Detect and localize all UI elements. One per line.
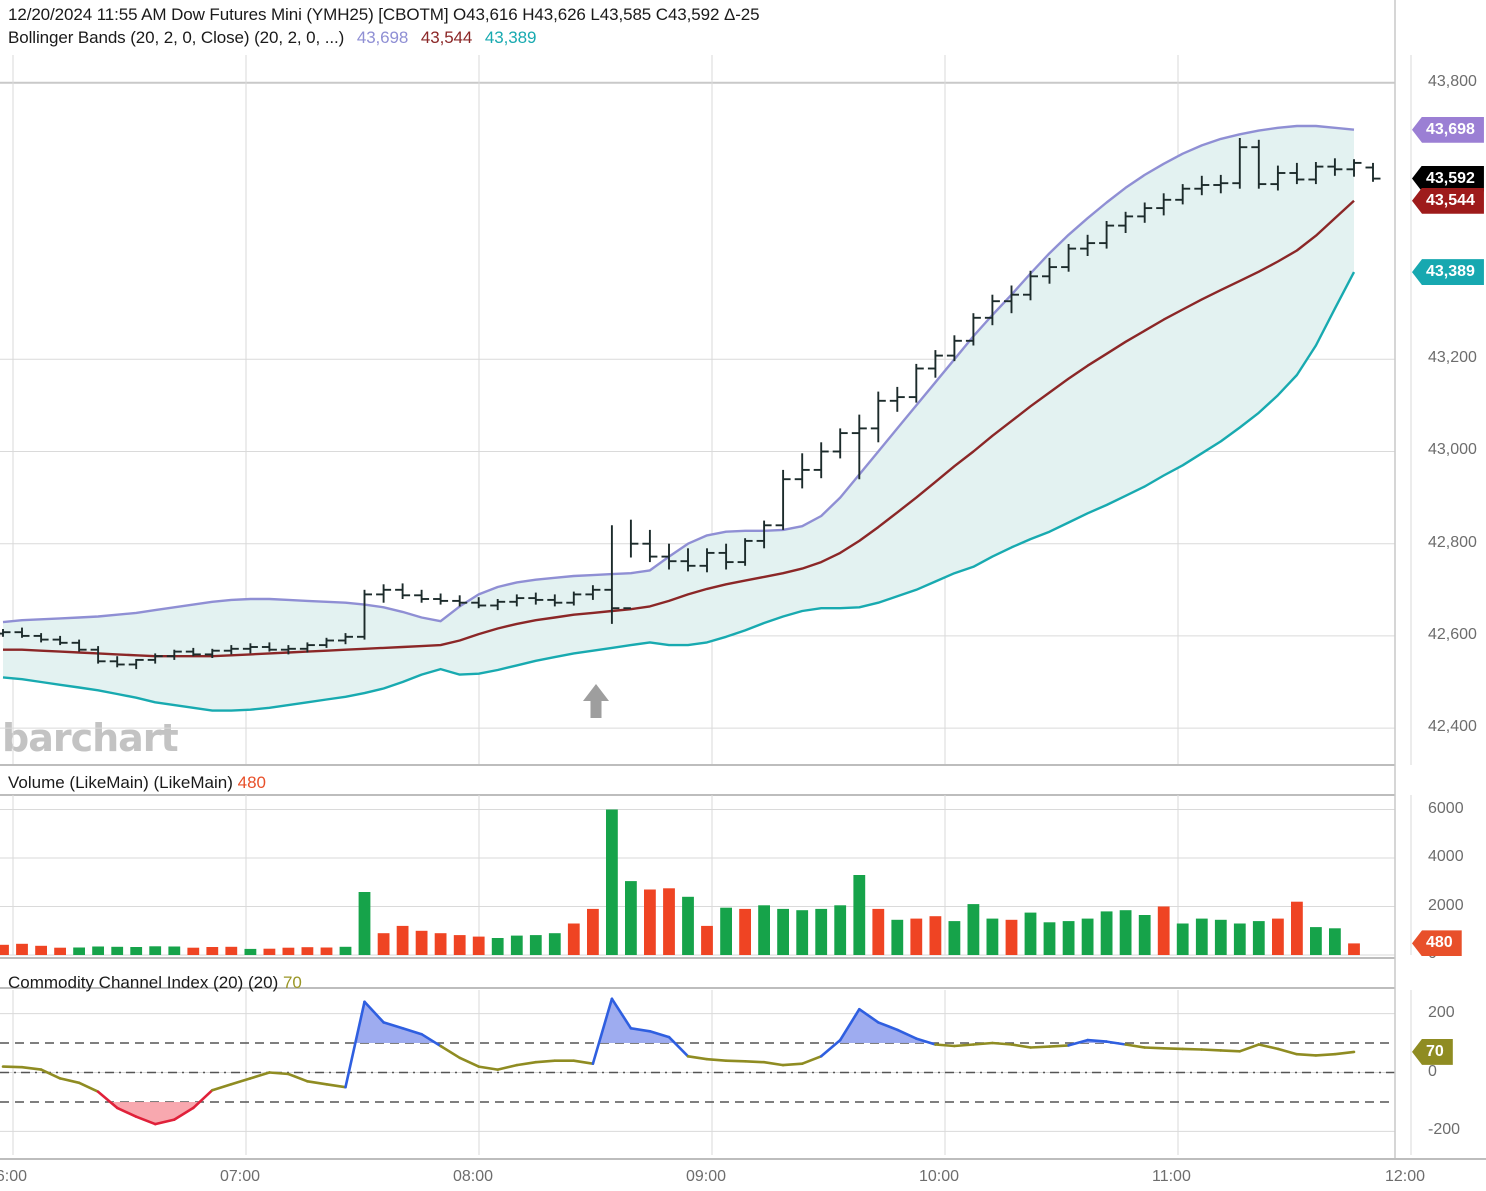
volume-axis-label: 2000 <box>1428 896 1464 914</box>
panel-separators <box>0 764 1395 989</box>
cci-value-tag: 70 <box>1412 1038 1453 1065</box>
price-axis-label: 42,600 <box>1428 625 1477 643</box>
chart-marker-group[interactable] <box>583 684 609 718</box>
bb-lower-tag: 43,389 <box>1412 259 1484 286</box>
bb-mid-tag: 43,544 <box>1412 187 1484 214</box>
cci-panel-title: Commodity Channel Index (20) (20) 70 <box>8 973 302 993</box>
cci-panel-label[interactable]: Commodity Channel Index (20) (20) <box>8 973 279 992</box>
bollinger-label[interactable]: Bollinger Bands (20, 2, 0, Close) (20, 2… <box>8 28 345 47</box>
volume-panel-label[interactable]: Volume (LikeMain) (LikeMain) <box>8 773 233 792</box>
volume-axis-label: 6000 <box>1428 799 1464 817</box>
bb-upper-tag: 43,698 <box>1412 116 1484 143</box>
volume-current-value: 480 <box>237 773 266 792</box>
price-axis-label: 42,800 <box>1428 533 1477 551</box>
header-ohlc-text: 12/20/2024 11:55 AM Dow Futures Mini (YM… <box>8 5 760 24</box>
time-axis-label: 10:00 <box>919 1168 960 1185</box>
cci-current-value: 70 <box>282 973 302 992</box>
cci-axis-label: 200 <box>1428 1003 1455 1021</box>
bollinger-lower-value: 43,389 <box>484 28 537 47</box>
barchart-watermark: barchart <box>2 716 179 760</box>
price-bars <box>0 138 1381 670</box>
last-price-tag: 43,592 <box>1412 165 1484 192</box>
bollinger-mid-value: 43,544 <box>420 28 473 47</box>
cci-grid <box>0 990 1412 1155</box>
time-axis-label: 07:00 <box>220 1168 261 1185</box>
cci-fills <box>110 998 1117 1125</box>
volume-axis-label: 4000 <box>1428 848 1464 866</box>
time-axis-label: 12:00 <box>1385 1168 1426 1185</box>
bollinger-header-line: Bollinger Bands (20, 2, 0, Close) (20, 2… <box>8 28 544 48</box>
price-axis-label: 43,200 <box>1428 349 1477 367</box>
cci-line <box>1 997 1356 1126</box>
bollinger-band-lines <box>2 124 1356 712</box>
time-axis-label: 06:00 <box>0 1168 28 1185</box>
time-axis-label: 09:00 <box>686 1168 727 1185</box>
chart-header-quote-line: 12/20/2024 11:55 AM Dow Futures Mini (YM… <box>8 5 760 25</box>
cci-axis-label: -200 <box>1428 1121 1461 1139</box>
bollinger-upper-value: 43,698 <box>356 28 409 47</box>
volume-value-tag: 480 <box>1412 930 1462 957</box>
cci-axis-label: 0 <box>1428 1062 1437 1080</box>
time-axis-label: 08:00 <box>453 1168 494 1185</box>
time-axis-label: 11:00 <box>1152 1168 1191 1185</box>
price-axis-label: 43,800 <box>1428 72 1477 90</box>
price-axis-label: 43,000 <box>1428 441 1477 459</box>
volume-bars <box>0 809 1360 955</box>
volume-panel-title: Volume (LikeMain) (LikeMain) 480 <box>8 773 266 793</box>
axis-lines <box>0 0 1486 1160</box>
bollinger-band-fill <box>3 126 1354 711</box>
price-axis-label: 42,400 <box>1428 718 1477 736</box>
